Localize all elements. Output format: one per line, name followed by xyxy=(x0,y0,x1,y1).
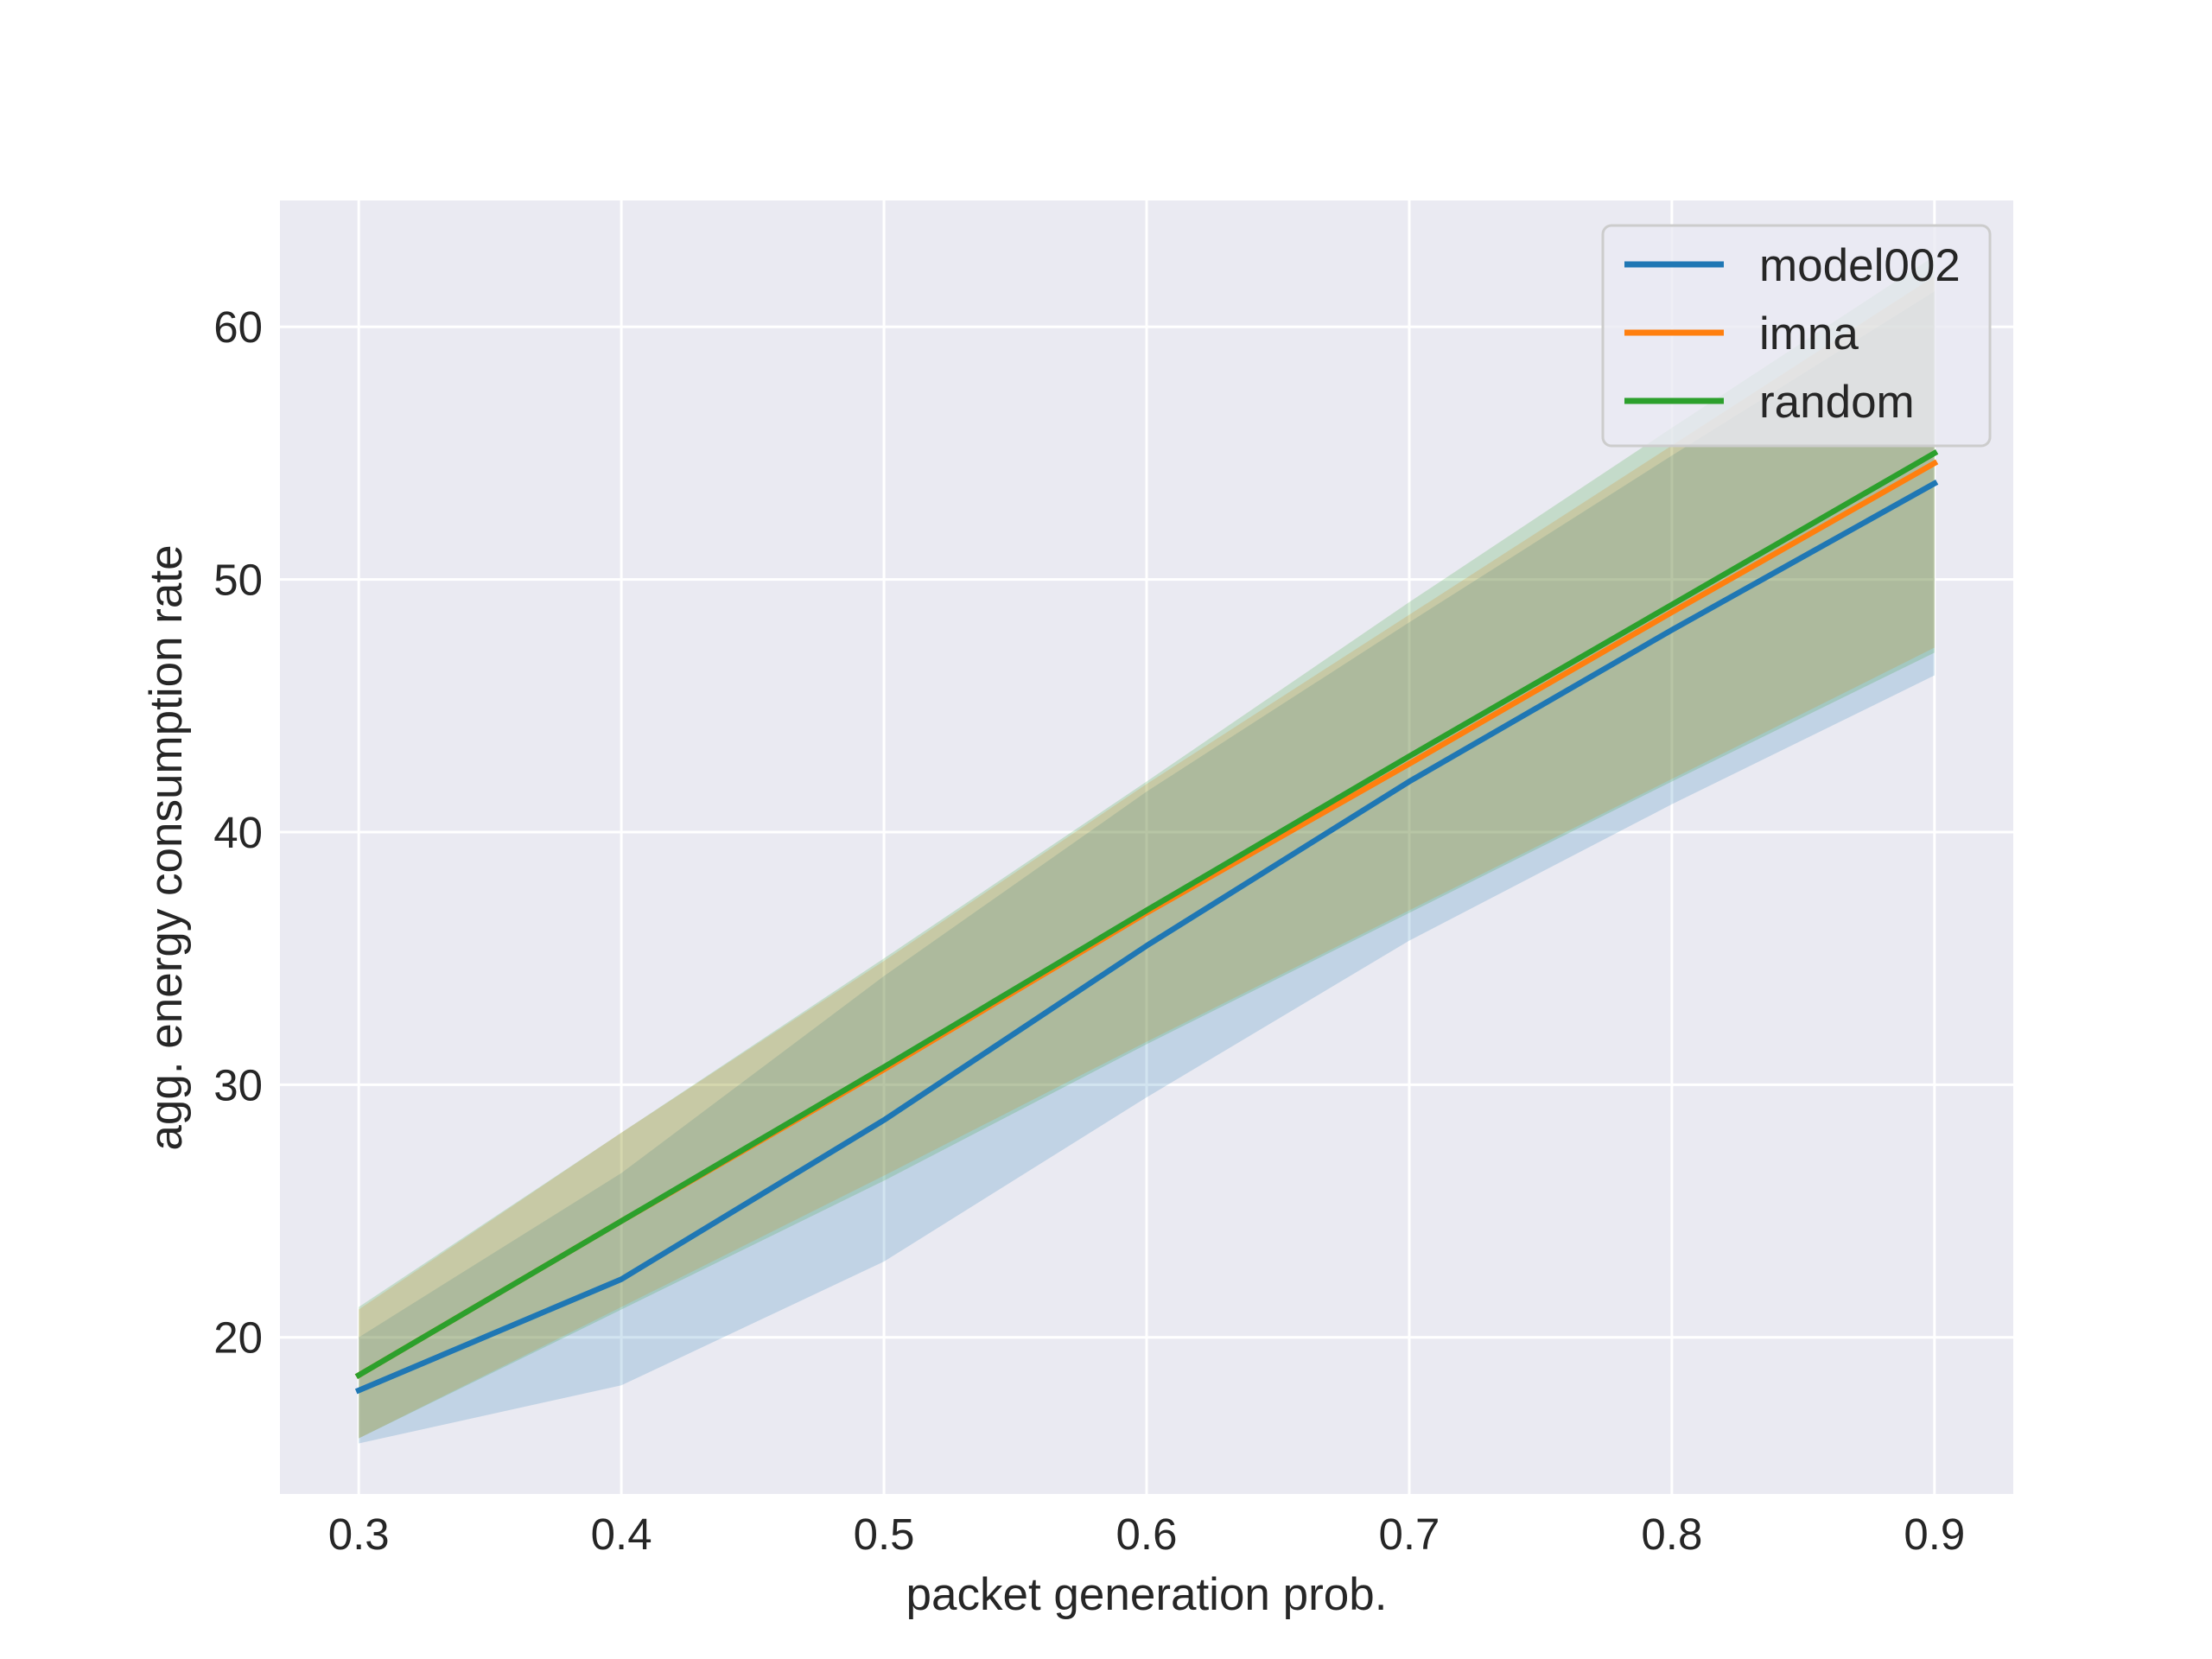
x-tick-labels: 0.3 0.4 0.5 0.6 0.7 0.8 0.9 xyxy=(328,1510,1966,1559)
model002-band xyxy=(359,291,1935,1444)
model002-line xyxy=(354,480,1939,1395)
legend-box xyxy=(1601,224,1992,448)
legend-label-imna: imna xyxy=(1759,308,1859,359)
x-tick-label: 0.8 xyxy=(1641,1510,1702,1559)
y-tick-labels: 20 30 40 50 60 xyxy=(213,302,263,1363)
y-tick-label: 30 xyxy=(213,1060,263,1109)
x-tick-label: 0.7 xyxy=(1378,1510,1440,1559)
legend-label-random: random xyxy=(1759,377,1915,428)
x-tick-label: 0.5 xyxy=(854,1510,915,1559)
y-tick-label: 50 xyxy=(213,556,263,605)
y-axis-label: agg. energy consumption rate xyxy=(141,544,192,1150)
x-tick-label: 0.3 xyxy=(328,1510,390,1559)
random-line xyxy=(354,448,1939,1380)
legend-label-model002: model002 xyxy=(1759,240,1961,291)
y-tick-label: 60 xyxy=(213,302,263,352)
x-tick-label: 0.9 xyxy=(1904,1510,1965,1559)
x-tick-label: 0.4 xyxy=(591,1510,652,1559)
x-tick-label: 0.6 xyxy=(1116,1510,1178,1559)
y-tick-label: 20 xyxy=(213,1313,263,1363)
legend: model002 imna random xyxy=(1601,224,1992,448)
series-lines xyxy=(354,448,1939,1395)
y-tick-label: 40 xyxy=(213,808,263,857)
x-axis-label: packet generation prob. xyxy=(906,1569,1388,1620)
